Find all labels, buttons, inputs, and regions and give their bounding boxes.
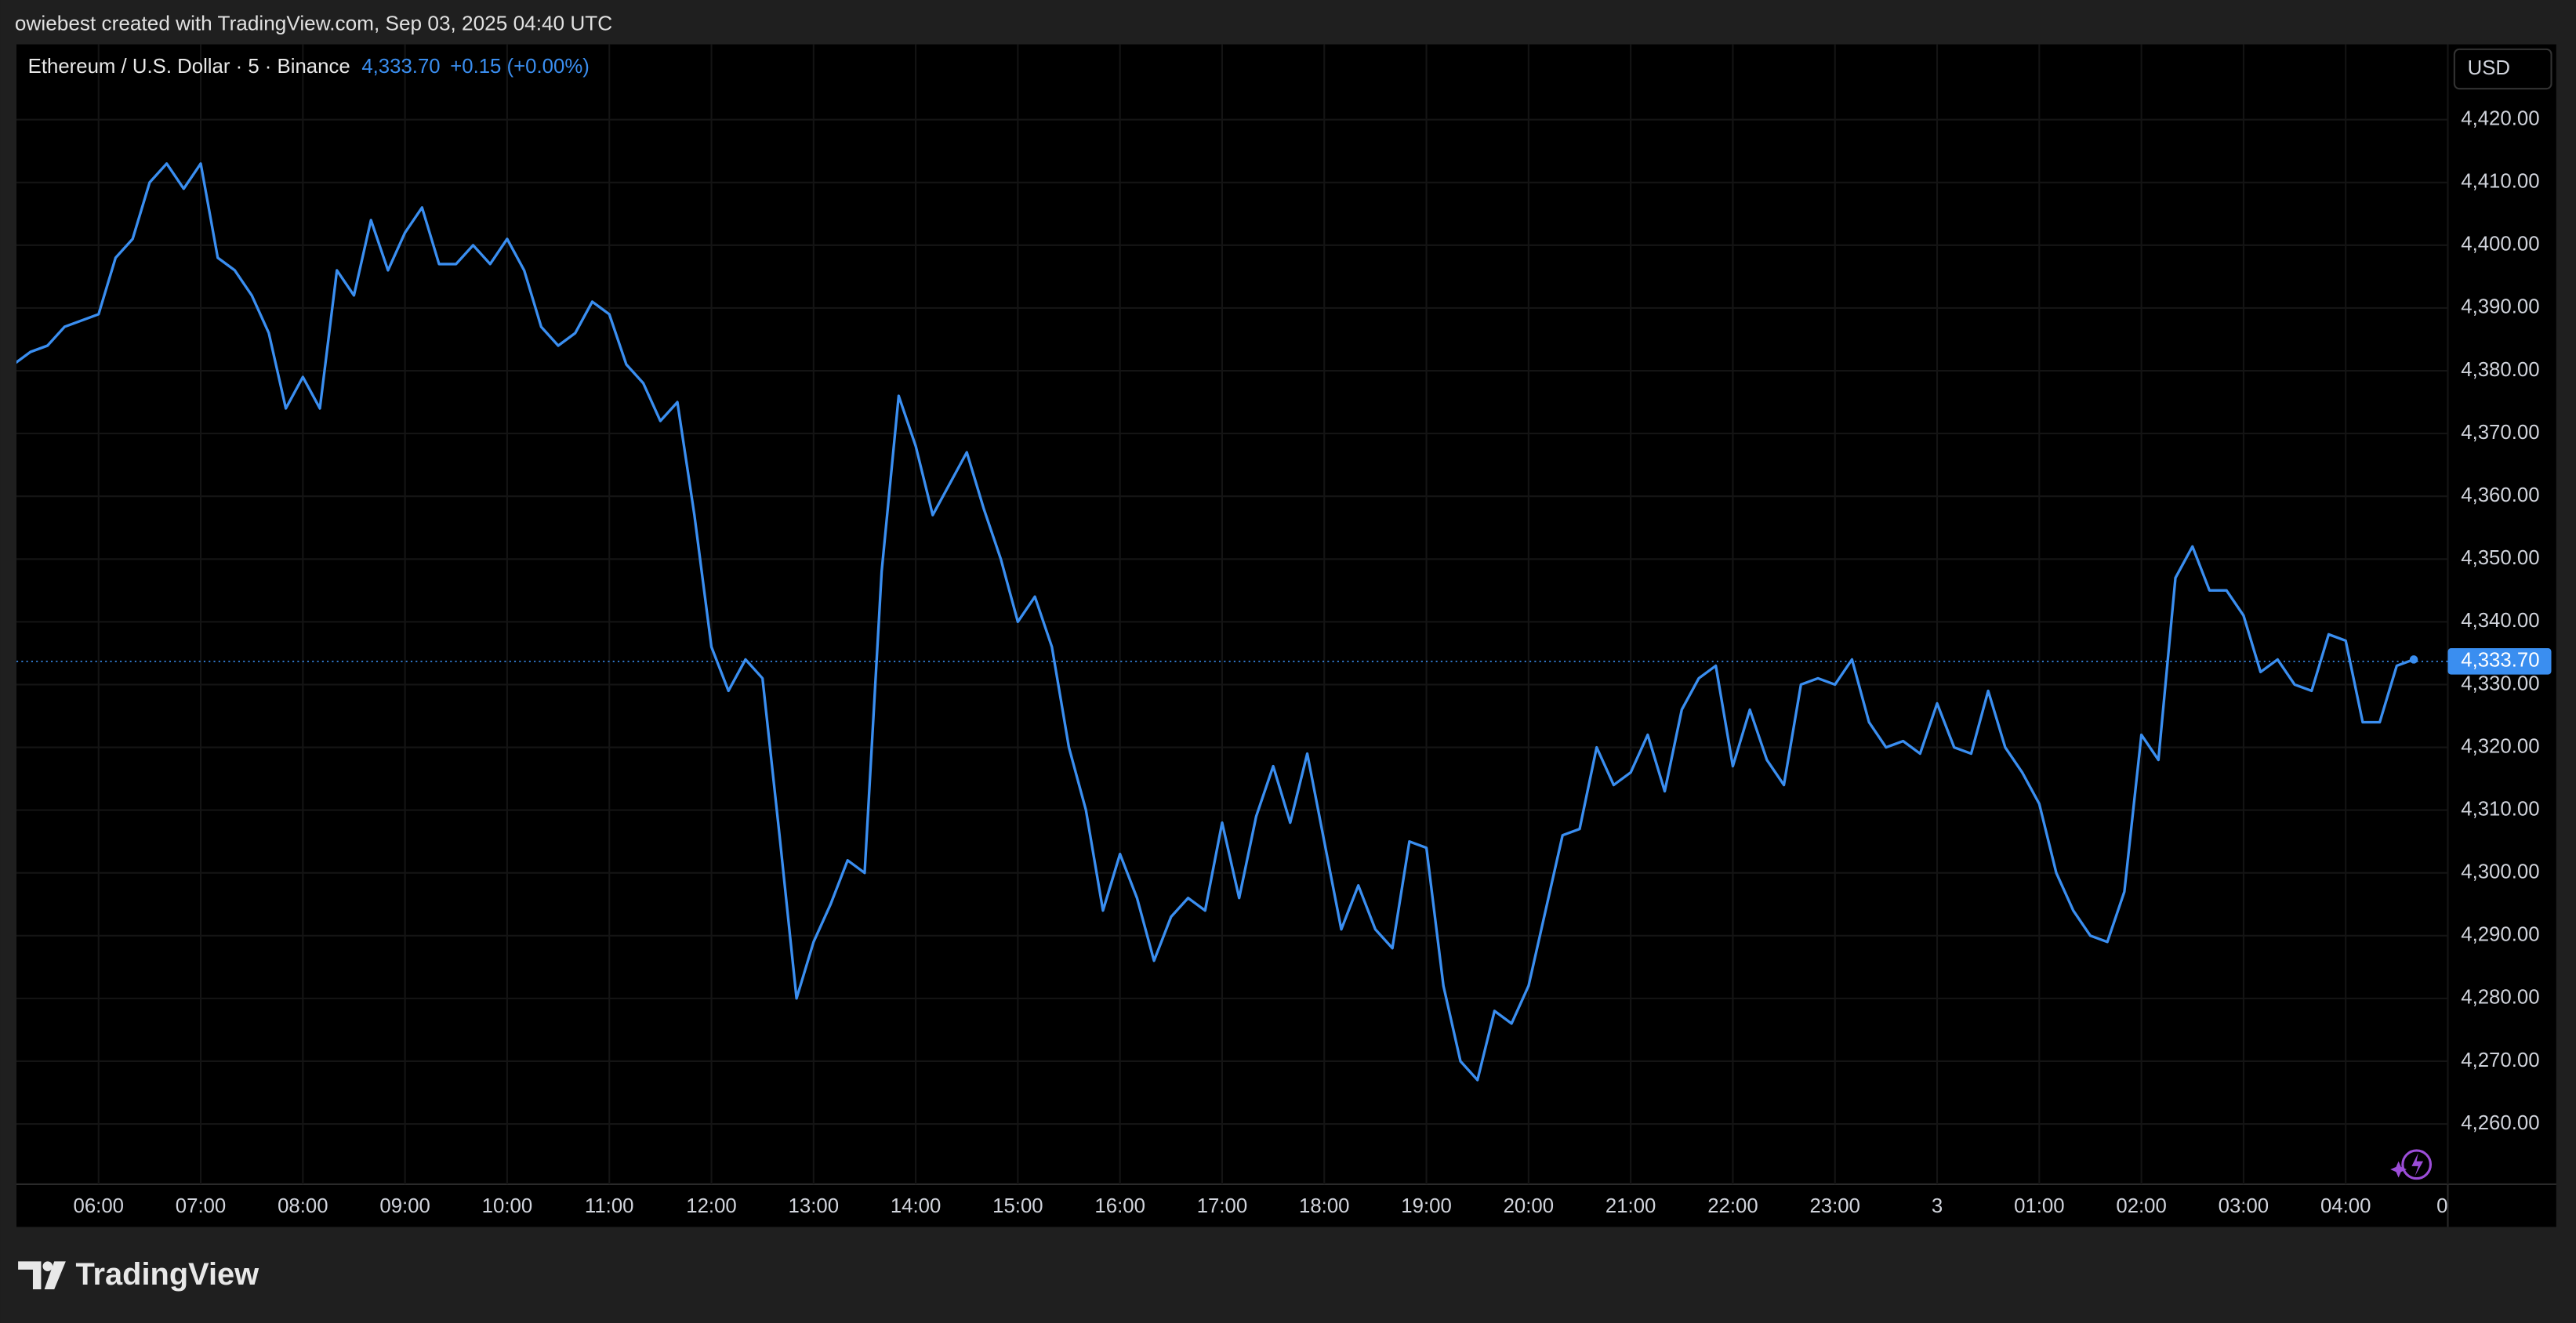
currency-button[interactable] — [2453, 48, 2552, 90]
x-tick-label: 3 — [1932, 1195, 1943, 1217]
x-tick-label: 19:00 — [1401, 1195, 1451, 1217]
y-tick-label: 4,370.00 — [2461, 422, 2539, 444]
y-tick-label: 4,260.00 — [2461, 1112, 2539, 1134]
x-tick-label: 12:00 — [686, 1195, 736, 1217]
x-tick-label: 01:00 — [2014, 1195, 2064, 1217]
x-tick-label: 21:00 — [1605, 1195, 1656, 1217]
brand-logo — [18, 1261, 66, 1290]
x-tick-label: 20:00 — [1504, 1195, 1554, 1217]
y-tick-label: 4,330.00 — [2461, 672, 2539, 694]
y-tick-label: 4,300.00 — [2461, 861, 2539, 883]
last-point — [2409, 655, 2418, 664]
currency[interactable]: USD — [2468, 57, 2510, 79]
x-tick-label: 09:00 — [379, 1195, 430, 1217]
grid — [16, 44, 2449, 1184]
time-axis: 06:00 07:00 08:00 09:00 10:00 11:00 12:00 13:00… — [74, 1195, 2459, 1217]
x-tick-label: 14:00 — [891, 1195, 941, 1217]
legend: Ethereum / U.S. Dollar · 5 · Binance 4,33… — [28, 56, 590, 78]
x-tick-label: 08:00 — [278, 1195, 328, 1217]
y-tick-label: 4,360.00 — [2461, 484, 2539, 506]
y-tick-label: 4,400.00 — [2461, 234, 2539, 256]
y-tick-label: 4,350.00 — [2461, 547, 2539, 569]
x-tick-label: 22:00 — [1707, 1195, 1758, 1217]
alert-icon[interactable] — [2390, 1149, 2433, 1180]
plot — [16, 162, 2448, 1082]
last-price: 4,333.70 — [361, 56, 440, 78]
y-tick-label: 4,340.00 — [2461, 610, 2539, 632]
y-tick-label: 4,310.00 — [2461, 798, 2539, 820]
y-tick-label: 4,290.00 — [2461, 924, 2539, 946]
x-tick-label: 11:00 — [585, 1195, 634, 1217]
brand: TradingView — [75, 1257, 259, 1292]
x-tick-label: 16:00 — [1094, 1195, 1145, 1217]
price-line — [16, 162, 2415, 1082]
x-tick-label: 13:00 — [789, 1195, 839, 1217]
x-tick-label: 15:00 — [992, 1195, 1043, 1217]
x-tick-label: 23:00 — [1809, 1195, 1859, 1217]
y-tick-label: 4,410.00 — [2461, 171, 2539, 193]
last-price-box — [2447, 648, 2552, 675]
attribution: owiebest created with TradingView.com, S… — [15, 11, 612, 34]
last-price-tag: 4,333.70 — [2461, 650, 2539, 672]
x-tick-label: 04:00 — [2320, 1195, 2371, 1217]
x-tick-label: 06:00 — [74, 1195, 124, 1217]
y-tick-label: 4,270.00 — [2461, 1049, 2539, 1071]
x-tick-label: 10:00 — [482, 1195, 532, 1217]
y-tick-label: 4,420.00 — [2461, 107, 2539, 129]
y-tick-label: 4,320.00 — [2461, 735, 2539, 757]
change: +0.15 (+0.00%) — [450, 56, 590, 78]
y-tick-label: 4,390.00 — [2461, 296, 2539, 318]
x-tick-label: 17:00 — [1197, 1195, 1247, 1217]
symbol: Ethereum / U.S. Dollar · 5 · Binance — [28, 56, 350, 78]
x-tick-label: 18:00 — [1299, 1195, 1349, 1217]
y-tick-label: 4,380.00 — [2461, 359, 2539, 381]
x-tick-label: 07:00 — [176, 1195, 226, 1217]
y-tick-label: 4,280.00 — [2461, 987, 2539, 1009]
price-axis: 4,260.00 4,270.00 4,280.00 4,290.00 4,300.00… — [2447, 107, 2552, 1134]
chart-panel — [16, 44, 2556, 1227]
x-tick-label: 03:00 — [2219, 1195, 2269, 1217]
x-tick-label: 02:00 — [2116, 1195, 2166, 1217]
x-tick-label: 05 — [2436, 1195, 2459, 1217]
